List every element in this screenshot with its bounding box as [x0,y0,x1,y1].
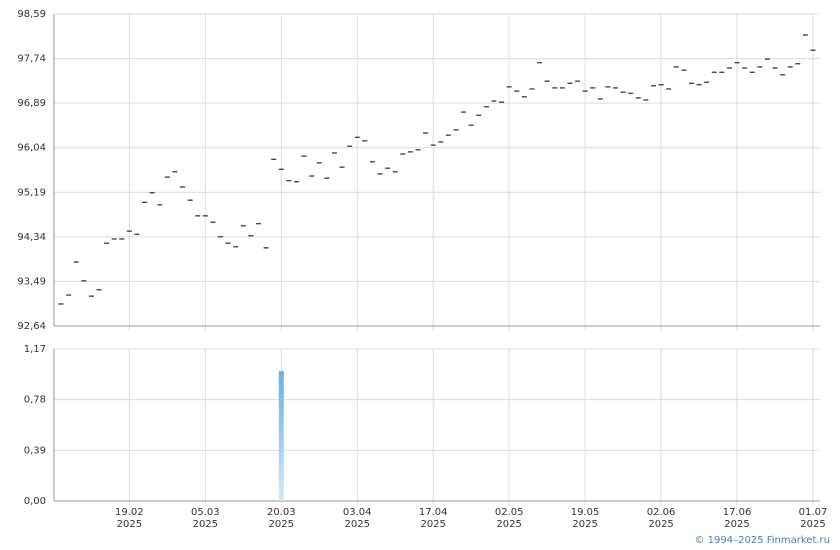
y-tick-label: 97,74 [17,54,46,65]
footer: © 1994–2025 Finmarket.ru [694,535,830,546]
y-tick-label: 92,64 [17,321,46,332]
y-tick-label: 0,00 [24,496,46,507]
y-tick-label: 95,19 [17,187,46,198]
x-tick-label: 19.02 2025 [115,507,144,530]
y-tick-label: 0,39 [24,445,46,456]
x-tick-label: 02.06 2025 [646,507,676,530]
x-tick-label: 20.03 2025 [266,507,296,530]
y-tick-label: 96,04 [17,143,46,154]
y-tick-label: 98,59 [17,9,46,20]
x-tick-label: 17.06 2025 [722,507,752,530]
x-tick-label: 01.07 2025 [798,507,828,530]
y-tick-label: 94,34 [17,232,46,243]
y-tick-label: 96,89 [17,98,46,109]
x-tick-label: 02.05 2025 [494,507,524,530]
y-tick-label: 0,78 [24,395,46,406]
y-tick-label: 93,49 [17,276,46,287]
x-tick-label: 05.03 2025 [190,507,220,530]
x-tick-label: 19.05 2025 [570,507,600,530]
y-tick-label: 1,17 [24,344,46,355]
volume-bar [278,371,284,501]
x-tick-label: 17.04 2025 [418,507,448,530]
x-tick-label: 03.04 2025 [342,507,372,530]
